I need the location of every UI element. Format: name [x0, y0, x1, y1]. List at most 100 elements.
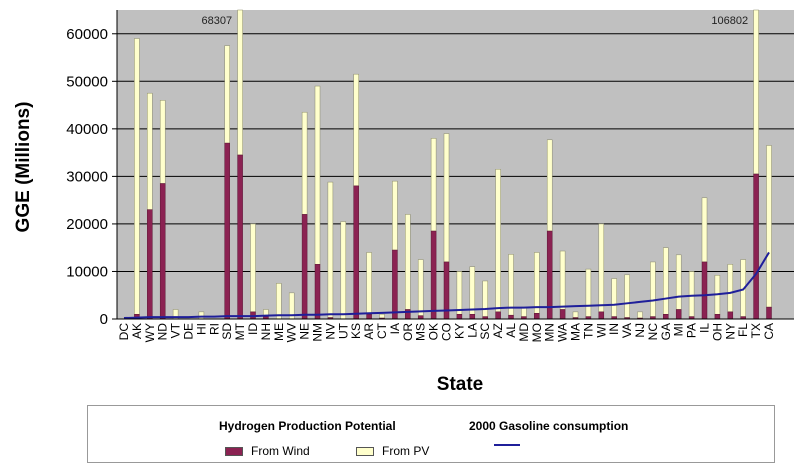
x-tick-label: CO	[440, 323, 454, 341]
x-tick-label: ID	[246, 323, 260, 335]
x-tick-label: MT	[233, 322, 247, 340]
bar-pv-SD	[224, 45, 230, 144]
x-tick-label: WI	[594, 323, 608, 338]
x-tick-label: GA	[659, 323, 673, 340]
x-tick-label: DE	[182, 323, 196, 340]
bar-wind-WI	[598, 311, 605, 320]
bar-wind-OK	[430, 230, 437, 320]
bar-wind-GA	[663, 313, 669, 320]
line-gasoline	[123, 251, 770, 320]
bar-pv-ND	[159, 100, 166, 184]
bar-wind-AL	[508, 314, 514, 320]
y-tick-label: 10000	[66, 263, 108, 280]
annotations: 68307 106802	[202, 15, 749, 27]
x-tick-label: ME	[272, 323, 286, 341]
bar-pv-NY	[727, 264, 734, 313]
x-tick-label: VA	[620, 323, 634, 338]
x-tick-label: ND	[156, 323, 170, 341]
bar-wind-NE	[301, 214, 308, 320]
x-tick-label: RI	[207, 323, 221, 335]
bar-pv-NJ	[637, 311, 643, 319]
x-tick-label: MA	[569, 323, 583, 341]
y-tick-label: 50000	[66, 73, 108, 90]
bar-pv-NC	[650, 261, 656, 317]
bar-wind-MN	[546, 230, 553, 320]
bar-pv-WI	[598, 223, 605, 313]
bar-pv-TN	[585, 268, 592, 317]
x-tick-label: AK	[130, 323, 144, 339]
x-tick-label: WY	[143, 323, 157, 342]
x-tick-label: OK	[427, 323, 441, 340]
bar-pv-AR	[366, 252, 372, 315]
bar-wind-ND	[159, 183, 166, 320]
x-tick-label: MO	[530, 323, 544, 342]
x-tick-label: NE	[298, 323, 312, 340]
x-tick-label: OR	[401, 323, 415, 341]
chart: 0 10000 20000 30000 40000 50000 60000 68307 106…	[13, 9, 794, 395]
bar-pv-OK	[430, 138, 437, 232]
legend-pv-label: From PV	[382, 444, 430, 458]
y-tick-label: 20000	[66, 216, 108, 233]
bar-pv-AL	[508, 254, 514, 316]
bar-pv-IA	[392, 180, 398, 251]
legend-line-title: 2000 Gasoline consumption	[469, 419, 629, 433]
legend: Hydrogen Production Potential 2000 Gasol…	[87, 405, 775, 463]
x-tick-label: WV	[285, 323, 299, 342]
legend-group-title: Hydrogen Production Potential	[219, 419, 396, 433]
x-tick-label: IL	[698, 323, 712, 333]
bar-pv-NE	[301, 111, 308, 215]
x-tick-label: NV	[323, 323, 337, 340]
bar-pv-WA	[559, 250, 566, 310]
legend-item-wind: From Wind	[225, 444, 310, 458]
bar-wind-WA	[559, 309, 566, 320]
bar-pv-NV	[327, 181, 334, 318]
bar-pv-MT	[237, 9, 243, 156]
x-axis-ticks: DCAKWYNDVTDEHIRISDMTIDNHMEWVNENMNVUTKSAR…	[117, 322, 776, 342]
bar-pv-ID	[250, 223, 256, 313]
x-tick-label: DC	[117, 323, 131, 341]
legend-item-line	[494, 444, 520, 446]
bar-pv-SC	[482, 280, 488, 317]
pv-swatch	[356, 446, 374, 456]
bar-wind-NM	[314, 264, 321, 320]
annotation-TX: 106802	[711, 15, 748, 27]
x-tick-label: NH	[259, 323, 273, 340]
bar-wind-KY	[456, 313, 463, 320]
bar-wind-MI	[675, 309, 682, 320]
bars	[134, 9, 772, 320]
bar-wind-OH	[714, 313, 721, 320]
y-tick-label: 40000	[66, 121, 108, 138]
bar-wind-AZ	[495, 311, 501, 320]
x-tick-label: SD	[220, 323, 234, 340]
bar-pv-CA	[766, 145, 772, 308]
bar-pv-KY	[456, 271, 463, 315]
bar-pv-HI	[198, 311, 205, 320]
bar-pv-MA	[572, 311, 579, 318]
x-tick-label: CA	[762, 323, 776, 340]
bar-pv-CT	[379, 313, 385, 319]
bar-pv-MO	[534, 252, 540, 314]
bar-pv-OR	[405, 214, 411, 310]
x-tick-label: IA	[388, 323, 402, 334]
annotation-MT: 68307	[202, 15, 233, 27]
bar-wind-TX	[753, 173, 759, 320]
bar-wind-MT	[237, 154, 243, 320]
y-axis-ticks: 0 10000 20000 30000 40000 50000 60000	[66, 26, 117, 328]
x-tick-label: TN	[581, 323, 595, 339]
x-tick-label: LA	[465, 323, 479, 338]
bar-pv-GA	[663, 247, 669, 315]
bar-wind-CA	[766, 306, 772, 320]
x-tick-label: CT	[375, 322, 389, 339]
bar-pv-CO	[443, 133, 450, 263]
bar-pv-AK	[134, 38, 140, 315]
bar-pv-UT	[340, 221, 347, 320]
bar-wind-WY	[147, 209, 153, 320]
wind-swatch	[225, 446, 243, 456]
x-tick-label: IN	[607, 323, 621, 335]
bar-pv-ME	[276, 283, 282, 320]
x-tick-label: KS	[349, 323, 363, 339]
bar-wind-LA	[469, 313, 476, 320]
bar-pv-AZ	[495, 169, 501, 313]
line-swatch	[494, 444, 520, 446]
bar-pv-MS	[417, 259, 424, 316]
